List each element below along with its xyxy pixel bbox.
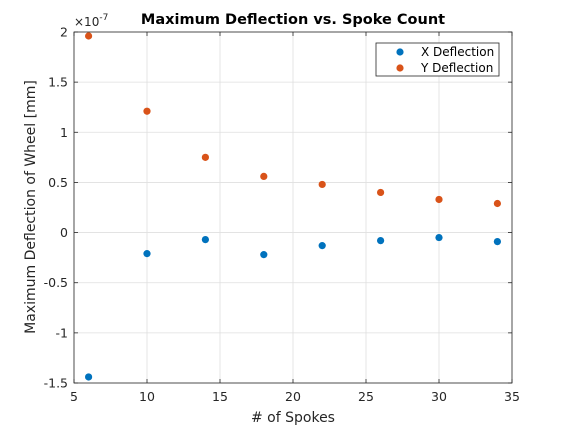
x-tick-label: 30 xyxy=(431,389,447,404)
y-tick-label: 1.5 xyxy=(48,75,68,90)
point-y-deflection xyxy=(260,172,268,181)
axis-ticks: 5 10 15 20 25 30 35 -1.5 -1 -0.5 0 0.5 1 1.5 2 xyxy=(44,25,520,405)
point-x-deflection xyxy=(85,373,93,381)
point-y-deflection xyxy=(85,32,93,40)
point-y-deflection xyxy=(435,195,443,204)
y-tick-label: 2 xyxy=(60,25,68,40)
legend-marker-y-deflection xyxy=(396,64,404,72)
x-axis-label: # of Spokes xyxy=(251,410,335,426)
point-y-deflection xyxy=(143,107,151,115)
data-points xyxy=(85,32,501,381)
y-exponent-power: -7 xyxy=(99,13,108,23)
y-tick-label: -1 xyxy=(56,325,68,340)
y-axis-label: Maximum Deflection of Wheel [mm] xyxy=(23,80,39,334)
legend-marker-x-deflection xyxy=(396,48,404,56)
y-tick-label: -1.5 xyxy=(44,376,68,391)
x-tick-label: 25 xyxy=(358,389,374,404)
y-tick-label: -0.5 xyxy=(44,275,68,290)
x-tick-label: 20 xyxy=(285,389,301,404)
x-tick-label: 5 xyxy=(70,389,78,404)
legend-box xyxy=(375,42,500,77)
grid xyxy=(73,31,513,384)
y-tick-label: 0.5 xyxy=(48,175,68,190)
y-tick-label: 0 xyxy=(60,225,68,240)
point-x-deflection xyxy=(318,242,326,250)
point-y-deflection xyxy=(318,180,326,189)
point-x-deflection xyxy=(435,233,443,242)
point-x-deflection xyxy=(260,251,268,259)
y-tick-label: 1 xyxy=(60,125,68,140)
legend-label-x-deflection: X Deflection xyxy=(421,45,494,59)
point-x-deflection xyxy=(143,250,151,258)
y-exponent-base: ×10 xyxy=(74,15,99,29)
y-exponent-label: ×10-7 xyxy=(74,13,108,29)
legend: X Deflection Y Deflection xyxy=(375,42,500,77)
point-x-deflection xyxy=(377,236,385,245)
point-y-deflection xyxy=(201,153,209,161)
point-x-deflection xyxy=(493,237,501,246)
point-y-deflection xyxy=(493,199,501,208)
point-y-deflection xyxy=(377,188,385,197)
x-tick-label: 35 xyxy=(504,389,520,404)
x-tick-label: 15 xyxy=(212,389,228,404)
point-x-deflection xyxy=(201,235,209,244)
legend-label-y-deflection: Y Deflection xyxy=(420,61,493,75)
x-tick-label: 10 xyxy=(139,389,155,404)
chart-title: Maximum Deflection vs. Spoke Count xyxy=(141,12,445,28)
